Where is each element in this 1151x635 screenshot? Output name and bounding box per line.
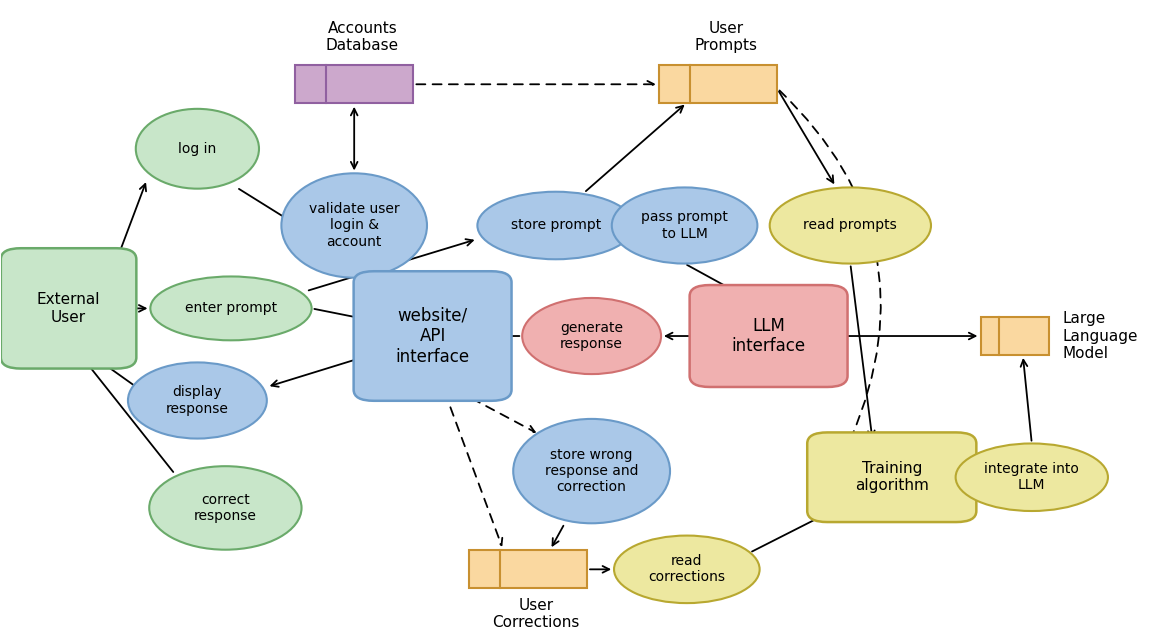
Text: Large
Language
Model: Large Language Model [1062,311,1137,361]
Text: generate
response: generate response [561,321,623,351]
FancyBboxPatch shape [660,65,777,104]
Text: correct
response: correct response [195,493,257,523]
Text: store wrong
response and
correction: store wrong response and correction [544,448,639,494]
Ellipse shape [523,298,661,374]
Ellipse shape [151,276,312,340]
Text: enter prompt: enter prompt [185,302,277,316]
Text: validate user
login &
account: validate user login & account [308,203,399,249]
Ellipse shape [613,535,760,603]
Text: LLM
interface: LLM interface [732,317,806,356]
Text: External
User: External User [37,292,100,324]
Text: User
Corrections: User Corrections [493,598,580,630]
FancyBboxPatch shape [1,248,136,368]
Ellipse shape [770,187,931,264]
Ellipse shape [281,173,427,277]
Text: store prompt: store prompt [511,218,601,232]
FancyBboxPatch shape [982,317,1049,355]
Ellipse shape [136,109,259,189]
Ellipse shape [478,192,634,259]
Text: Accounts
Database: Accounts Database [326,20,399,53]
Ellipse shape [150,466,302,550]
Text: pass prompt
to LLM: pass prompt to LLM [641,210,729,241]
FancyBboxPatch shape [468,551,587,589]
Text: read
corrections: read corrections [648,554,725,584]
Ellipse shape [612,187,757,264]
FancyBboxPatch shape [807,432,976,522]
Text: read prompts: read prompts [803,218,898,232]
Text: website/
API
interface: website/ API interface [396,306,470,366]
Text: display
response: display response [166,385,229,415]
Text: log in: log in [178,142,216,156]
Text: Training
algorithm: Training algorithm [855,461,929,493]
FancyBboxPatch shape [296,65,413,104]
FancyBboxPatch shape [353,271,511,401]
Text: integrate into
LLM: integrate into LLM [984,462,1080,492]
Ellipse shape [955,443,1108,511]
Ellipse shape [513,419,670,523]
FancyBboxPatch shape [689,285,847,387]
Text: User
Prompts: User Prompts [695,20,757,53]
Ellipse shape [128,363,267,439]
